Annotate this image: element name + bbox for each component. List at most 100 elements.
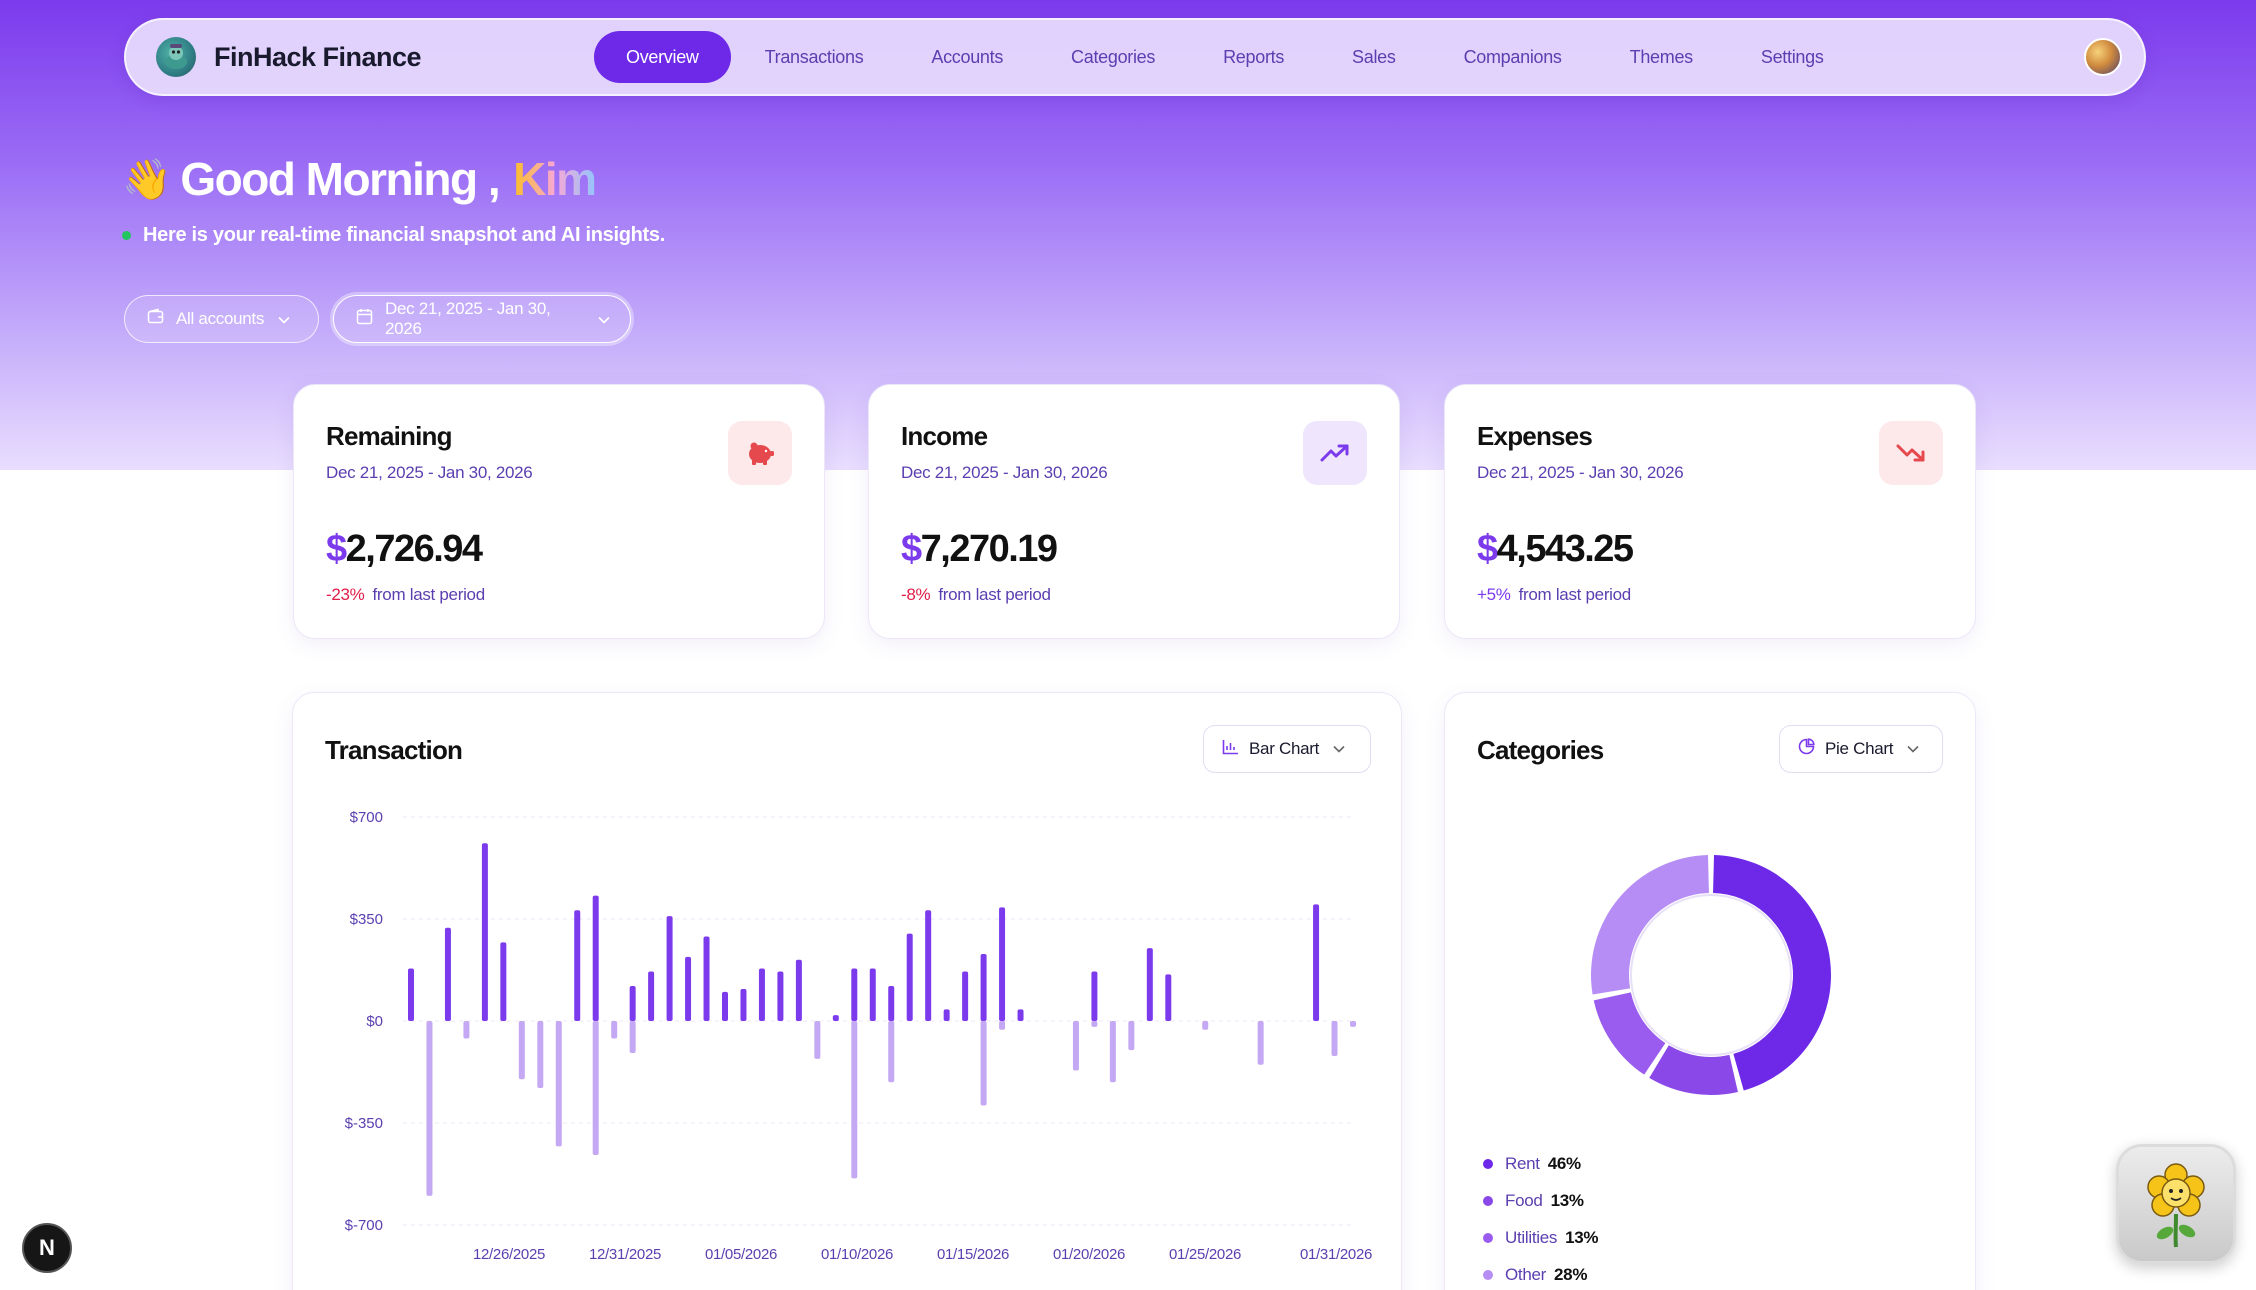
nav-item-overview[interactable]: Overview — [594, 31, 731, 83]
chart-type-dropdown[interactable]: Bar Chart — [1203, 725, 1371, 773]
nav-item-settings[interactable]: Settings — [1760, 46, 1824, 67]
income-bar[interactable] — [851, 968, 858, 1021]
accounts-filter-dropdown[interactable]: All accounts — [124, 295, 319, 343]
expense-bar[interactable] — [1091, 1021, 1098, 1027]
y-tick-label: $-700 — [345, 1217, 383, 1234]
income-bar[interactable] — [758, 968, 765, 1021]
companion-assistant-button[interactable] — [2116, 1144, 2236, 1264]
y-tick-label: $-350 — [345, 1115, 383, 1132]
user-avatar[interactable] — [2084, 38, 2122, 76]
income-bar[interactable] — [592, 895, 599, 1021]
income-bar[interactable] — [666, 916, 673, 1021]
income-bar[interactable] — [722, 991, 728, 1021]
expense-bar[interactable] — [611, 1021, 618, 1039]
income-bar[interactable] — [832, 1015, 839, 1021]
legend-item: Food 13% — [1483, 1182, 1598, 1219]
pie-slice-food[interactable] — [1649, 1045, 1738, 1095]
income-bar[interactable] — [703, 936, 710, 1021]
income-bar[interactable] — [444, 927, 451, 1021]
income-bar[interactable] — [962, 971, 969, 1021]
income-bar[interactable] — [1313, 904, 1320, 1021]
dev-tools-button[interactable]: N — [22, 1223, 72, 1273]
accounts-filter-label: All accounts — [176, 309, 265, 328]
expense-bar[interactable] — [555, 1021, 562, 1147]
expense-bar[interactable] — [463, 1021, 470, 1039]
expense-bar[interactable] — [426, 1021, 433, 1196]
income-bar[interactable] — [999, 907, 1006, 1021]
expense-bar[interactable] — [1072, 1021, 1079, 1071]
income-bar[interactable] — [1146, 948, 1153, 1021]
stat-title: Income — [901, 421, 988, 451]
income-bar[interactable] — [481, 843, 488, 1021]
nav-item-reports[interactable]: Reports — [1223, 46, 1285, 67]
income-bar[interactable] — [906, 933, 913, 1021]
income-bar[interactable] — [980, 953, 987, 1021]
nav-item-sales[interactable]: Sales — [1352, 46, 1396, 67]
income-bar[interactable] — [1091, 971, 1098, 1021]
nav-item-accounts[interactable]: Accounts — [931, 46, 1004, 67]
income-bar[interactable] — [574, 910, 581, 1021]
x-tick-label: 01/20/2026 — [1053, 1246, 1125, 1263]
income-bar[interactable] — [925, 910, 932, 1021]
income-bar[interactable] — [795, 959, 802, 1021]
expense-bar[interactable] — [814, 1021, 821, 1059]
income-bar[interactable] — [685, 956, 692, 1021]
stat-title: Remaining — [326, 421, 453, 451]
chart-type-dropdown[interactable]: Pie Chart — [1779, 725, 1943, 773]
legend-dot-icon — [1483, 1158, 1493, 1169]
expense-bar[interactable] — [537, 1021, 544, 1089]
income-bar[interactable] — [777, 971, 784, 1021]
top-navbar: FinHack Finance Overview Transactions Ac… — [124, 18, 2146, 96]
income-bar[interactable] — [943, 1009, 950, 1021]
expense-bar[interactable] — [980, 1021, 987, 1106]
categories-title: Categories — [1477, 735, 1604, 765]
expense-bar[interactable] — [1128, 1021, 1135, 1051]
nav-item-categories[interactable]: Categories — [1071, 46, 1156, 67]
income-bar[interactable] — [869, 968, 876, 1021]
income-bar[interactable] — [629, 986, 636, 1021]
user-name: Kim — [513, 153, 597, 205]
income-bar[interactable] — [408, 968, 414, 1021]
chevron-down-icon — [278, 312, 290, 327]
income-bar[interactable] — [740, 988, 747, 1021]
income-bar[interactable] — [1165, 974, 1172, 1021]
date-range-label: Dec 21, 2025 - Jan 30, 2026 — [385, 299, 551, 338]
pie-slice-utilities[interactable] — [1593, 992, 1666, 1075]
expense-bar[interactable] — [592, 1021, 599, 1156]
nav-item-transactions[interactable]: Transactions — [764, 46, 864, 67]
chart-type-label: Bar Chart — [1249, 739, 1320, 758]
transaction-title: Transaction — [325, 735, 463, 765]
transaction-chart-card: Transaction Bar Chart $700 $350 $0 $-350 $-7… — [292, 692, 1402, 1290]
expense-bar[interactable] — [518, 1021, 525, 1080]
expense-bar[interactable] — [851, 1021, 858, 1179]
expense-bar[interactable] — [999, 1021, 1006, 1030]
expense-bar[interactable] — [1331, 1021, 1338, 1056]
trending-down-icon — [1879, 421, 1943, 485]
legend-name: Utilities — [1505, 1227, 1558, 1247]
legend-value: 13% — [1565, 1227, 1599, 1247]
expense-bar[interactable] — [1257, 1021, 1264, 1065]
expense-bar[interactable] — [1202, 1021, 1209, 1030]
expense-bar[interactable] — [1350, 1021, 1356, 1027]
pie-slice-other[interactable] — [1591, 855, 1709, 995]
x-tick-label: 12/26/2025 — [473, 1246, 545, 1263]
date-range-picker[interactable]: Dec 21, 2025 - Jan 30, 2026 — [333, 295, 631, 343]
live-status-dot-icon — [122, 231, 131, 240]
stat-value: $2,726.94 — [326, 528, 483, 570]
income-bar[interactable] — [648, 971, 655, 1021]
income-bar[interactable] — [888, 986, 895, 1021]
expense-bar[interactable] — [888, 1021, 895, 1083]
legend-item: Utilities 13% — [1483, 1219, 1599, 1256]
nav-item-themes[interactable]: Themes — [1629, 46, 1694, 67]
income-bar[interactable] — [1017, 1009, 1024, 1021]
expense-bar[interactable] — [1109, 1021, 1116, 1083]
nav-item-companions[interactable]: Companions — [1463, 46, 1562, 67]
brand[interactable]: FinHack Finance — [156, 37, 476, 77]
legend-value: 28% — [1554, 1264, 1588, 1284]
pie-slice-rent[interactable] — [1713, 855, 1831, 1091]
stat-change: -23% from last period — [326, 585, 485, 604]
calendar-icon — [356, 308, 373, 330]
legend-name: Food — [1505, 1190, 1543, 1210]
income-bar[interactable] — [500, 942, 507, 1021]
expense-bar[interactable] — [629, 1021, 636, 1054]
